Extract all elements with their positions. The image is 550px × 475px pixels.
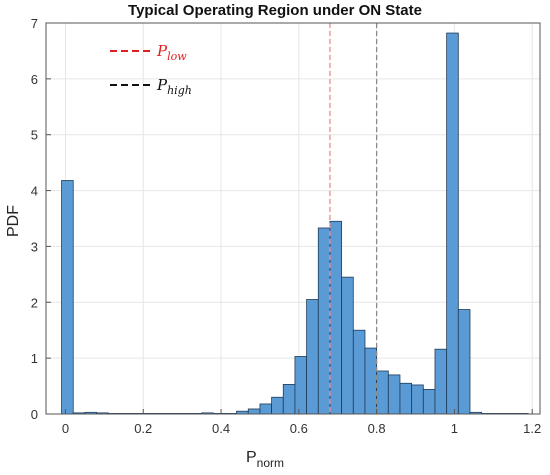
x-tick-label: 1.2 — [523, 421, 541, 436]
y-axis-ticks: 0 1 2 3 4 5 6 7 — [31, 16, 51, 422]
x-axis-ticks: 0 0.2 0.4 0.6 0.8 1 1.2 — [62, 409, 541, 436]
x-axis-label-main: P — [246, 449, 257, 466]
histogram-bar — [317, 227, 331, 415]
reference-lines — [329, 23, 378, 414]
y-tick-label: 3 — [31, 239, 38, 254]
y-tick-label: 0 — [31, 407, 38, 422]
histogram-bar — [329, 220, 343, 415]
histogram-bar — [352, 329, 366, 415]
legend: Plow Phigh — [110, 42, 192, 97]
legend-label-p-high: Phigh — [156, 76, 192, 97]
histogram-bar — [282, 383, 296, 415]
x-axis-label: Pnorm — [246, 449, 284, 470]
histogram-bar — [457, 309, 471, 415]
histogram-bar — [247, 408, 261, 415]
histogram-bar — [341, 276, 354, 415]
histogram-bar — [399, 382, 413, 415]
x-tick-label: 0.2 — [134, 421, 152, 436]
histogram-bar — [294, 356, 308, 415]
x-tick-label: 1 — [451, 421, 458, 436]
y-tick-label: 2 — [31, 295, 38, 310]
histogram-bars — [61, 32, 529, 415]
x-tick-label: 0.6 — [290, 421, 308, 436]
x-axis-label-sub: norm — [257, 456, 284, 470]
histogram-bar — [434, 348, 448, 415]
y-axis-label: PDF — [5, 205, 22, 237]
y-tick-label: 4 — [31, 184, 38, 199]
histogram-bar — [422, 389, 436, 415]
histogram-bar — [411, 384, 424, 415]
legend-label-p-low: Plow — [156, 42, 187, 63]
x-tick-label: 0 — [62, 421, 69, 436]
histogram-bar — [376, 370, 389, 415]
x-tick-label: 0.8 — [368, 421, 386, 436]
y-tick-label: 1 — [31, 351, 38, 366]
y-tick-label: 7 — [31, 16, 38, 31]
histogram-bar — [387, 374, 401, 415]
x-tick-label: 0.4 — [212, 421, 230, 436]
histogram-bar — [271, 396, 284, 415]
y-tick-label: 5 — [31, 128, 38, 143]
histogram-bar — [306, 299, 319, 415]
plot-frame — [45, 22, 541, 415]
y-tick-label: 6 — [31, 72, 38, 87]
histogram-bar — [364, 347, 378, 415]
histogram-bar — [259, 403, 273, 415]
histogram-bar — [61, 180, 74, 415]
chart-title: Typical Operating Region under ON State — [128, 2, 422, 19]
histogram-bar — [446, 32, 459, 415]
